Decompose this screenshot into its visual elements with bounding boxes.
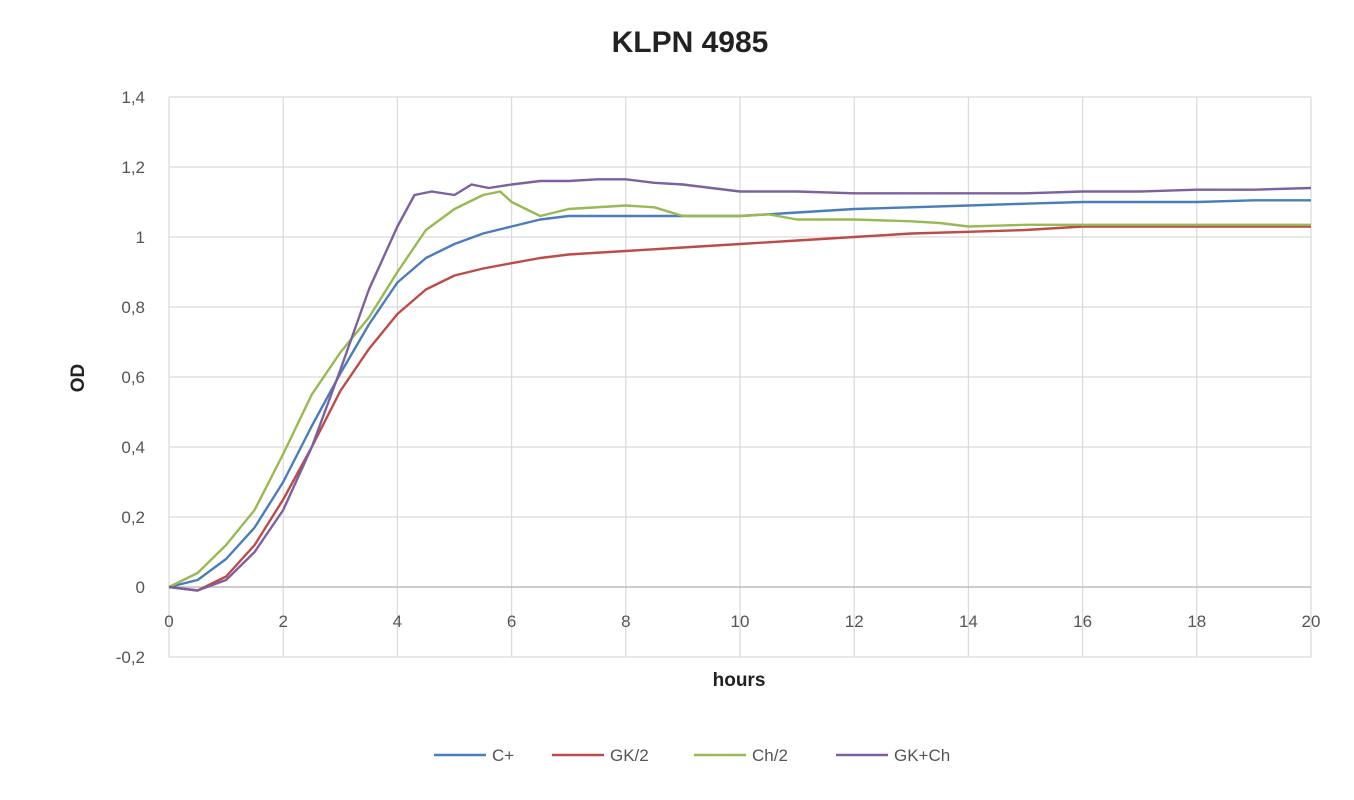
x-tick-label: 20: [1302, 612, 1321, 631]
x-tick-label: 6: [507, 612, 516, 631]
legend-label: C+: [492, 746, 514, 765]
y-tick-label: 1,4: [121, 88, 145, 107]
y-tick-label: 1,2: [121, 158, 145, 177]
series-layer: [168, 178, 1312, 592]
grid: [168, 96, 1312, 658]
legend-item: GK/2: [552, 746, 649, 765]
tick-labels: -0,2 0 0,2 0,4 0,6 0,8 1 1,2 1,4 0 2 4 6 8 10 12 14 16 18 2…: [116, 88, 1321, 667]
legend-item: GK+Ch: [836, 746, 950, 765]
y-axis-title: OD: [68, 364, 89, 393]
legend-item: Ch/2: [694, 746, 788, 765]
x-tick-label: 12: [845, 612, 864, 631]
y-tick-label: 0,8: [121, 298, 145, 317]
series-line-c-: [168, 199, 1311, 589]
x-tick-label: 14: [959, 612, 978, 631]
legend-label: Ch/2: [752, 746, 788, 765]
series-line-ch-2: [168, 190, 1311, 589]
legend-label: GK+Ch: [894, 746, 950, 765]
x-tick-label: 4: [393, 612, 402, 631]
y-tick-label: 0,6: [121, 368, 145, 387]
y-tick-label: 1: [136, 228, 145, 247]
legend-item: C+: [434, 746, 514, 765]
x-tick-label: 0: [164, 612, 173, 631]
legend-label: GK/2: [610, 746, 649, 765]
x-axis-title: hours: [713, 670, 766, 691]
chart-title: KLPN 4985: [612, 26, 769, 59]
legend: C+ GK/2 Ch/2 GK+Ch: [434, 746, 950, 765]
series-line-gk-2: [168, 225, 1311, 592]
y-tick-label: 0: [136, 578, 145, 597]
x-tick-label: 8: [621, 612, 630, 631]
y-tick-label: 0,2: [121, 508, 145, 527]
x-tick-label: 18: [1187, 612, 1206, 631]
x-tick-label: 16: [1073, 612, 1092, 631]
x-tick-label: 10: [731, 612, 750, 631]
series-line-gk-ch: [168, 178, 1312, 592]
y-tick-label: -0,2: [116, 648, 145, 667]
y-tick-label: 0,4: [121, 438, 145, 457]
x-tick-label: 2: [278, 612, 287, 631]
